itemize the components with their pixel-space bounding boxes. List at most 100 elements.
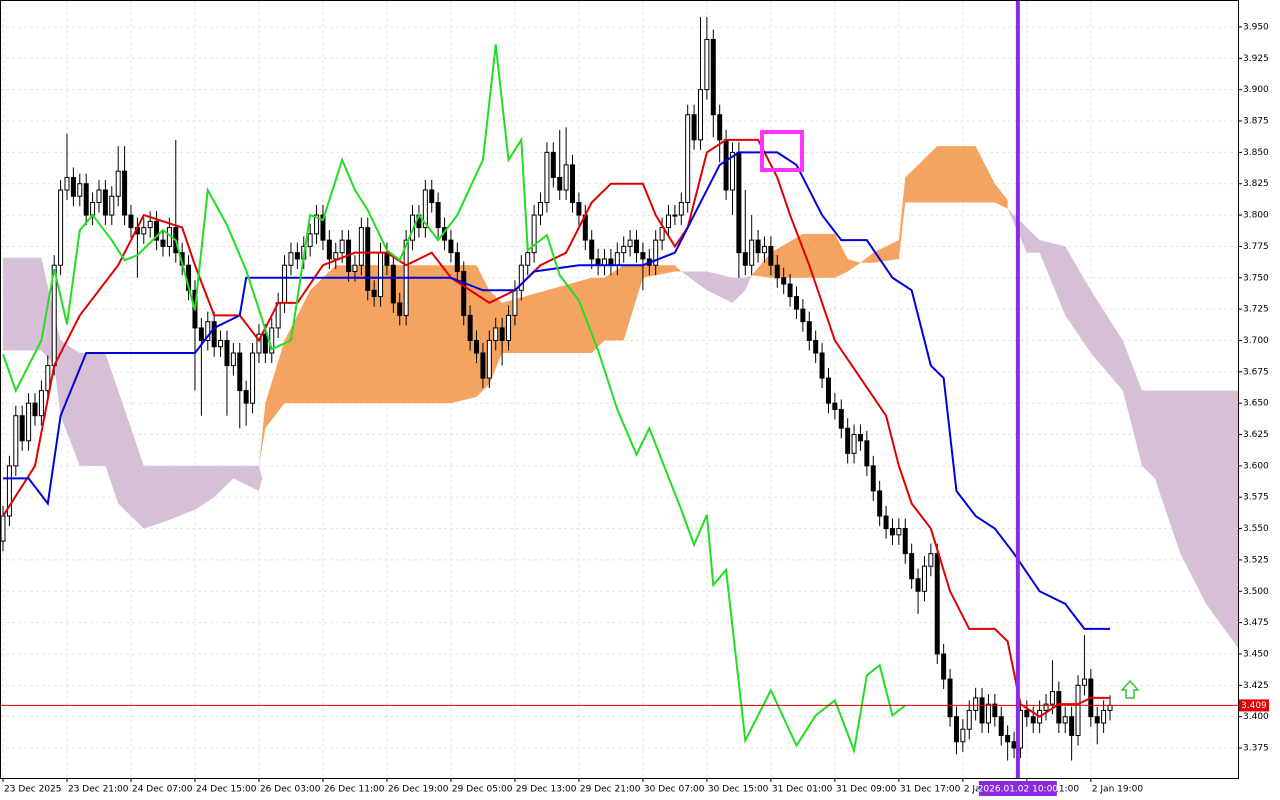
- candle-body: [704, 39, 710, 91]
- candle-body: [729, 151, 735, 191]
- candle-body: [883, 515, 889, 530]
- x-tick-label: 2 Jan 19:00: [1092, 785, 1144, 795]
- candle-body: [921, 565, 927, 592]
- candle-body: [371, 289, 377, 298]
- candle-body: [941, 653, 947, 680]
- candle-body: [953, 716, 959, 743]
- indicator-line: [2, 138, 1111, 718]
- candle-body: [851, 434, 857, 454]
- x-tick-label: 29 Dec 21:00: [580, 785, 641, 795]
- candle-body: [589, 239, 595, 260]
- candle-body: [38, 390, 44, 417]
- candle-body: [1107, 704, 1113, 711]
- y-tick-label: 3.600: [1243, 461, 1269, 471]
- candle-body: [358, 227, 364, 266]
- candle-body: [0, 515, 6, 542]
- candle-body: [717, 114, 723, 141]
- candle-body: [26, 402, 32, 442]
- candle-body: [314, 214, 320, 235]
- y-tick-label: 3.800: [1243, 211, 1269, 221]
- candle-body: [282, 264, 288, 304]
- candle-body: [115, 170, 121, 197]
- candle-body: [141, 227, 147, 235]
- candle-body: [781, 277, 787, 285]
- candle-body: [659, 227, 665, 241]
- candle-body: [320, 214, 326, 241]
- y-tick-label: 3.450: [1243, 649, 1269, 659]
- candle-body: [614, 252, 620, 266]
- highlight-box: [760, 130, 804, 172]
- cloud: [3, 257, 263, 529]
- candle-body: [1043, 703, 1049, 711]
- candle-body: [1005, 734, 1011, 743]
- candle-body: [889, 528, 895, 536]
- candle-body: [806, 321, 812, 341]
- candle-body: [966, 709, 972, 730]
- candle-body: [525, 252, 531, 266]
- candle-body: [378, 252, 384, 298]
- candle-body: [198, 327, 204, 341]
- candle-body: [352, 264, 358, 272]
- candle-body: [102, 189, 108, 216]
- candle-body: [736, 151, 742, 254]
- candle-body: [640, 252, 646, 260]
- candle-body: [915, 578, 921, 592]
- candle-body: [570, 164, 576, 204]
- candle-body: [70, 176, 76, 197]
- candle-body: [985, 703, 991, 724]
- y-tick-label: 3.925: [1243, 54, 1269, 64]
- candle-body: [544, 151, 550, 204]
- candle-body: [697, 89, 703, 141]
- candle-body: [339, 239, 345, 254]
- candle-body: [288, 252, 294, 266]
- candle-body: [550, 151, 556, 178]
- candle-body: [1094, 716, 1100, 724]
- candle-body: [857, 434, 863, 442]
- x-tick-label: 24 Dec 15:00: [196, 785, 257, 795]
- candle-body: [243, 390, 249, 404]
- candle-body: [557, 176, 563, 191]
- candle-body: [973, 697, 979, 711]
- y-tick-label: 3.725: [1243, 305, 1269, 315]
- candle-body: [1069, 716, 1075, 736]
- candle-body: [992, 703, 998, 718]
- x-tick-label: 26 Dec 03:00: [260, 785, 321, 795]
- candle-body: [211, 321, 217, 348]
- candle-body: [531, 214, 537, 254]
- candle-body: [819, 352, 825, 379]
- candle-body: [160, 239, 166, 247]
- candle-body: [691, 114, 697, 141]
- indicator-line: [2, 44, 906, 755]
- x-tick-label: 29 Dec 13:00: [516, 785, 577, 795]
- candle-body: [64, 176, 70, 191]
- price-label-box: [1239, 699, 1269, 712]
- candle-body: [19, 415, 25, 442]
- candle-body: [563, 164, 569, 191]
- candle-body: [761, 245, 767, 254]
- candle-body: [390, 264, 396, 304]
- candle-body: [934, 553, 940, 655]
- candle-body: [1062, 716, 1068, 724]
- candle-body: [1049, 691, 1055, 705]
- cloud: [681, 271, 752, 303]
- signal-arrow: [1120, 679, 1140, 699]
- candle-body: [576, 202, 582, 216]
- y-tick-label: 3.475: [1243, 618, 1269, 628]
- plot-frame: [0, 0, 1239, 779]
- candle-body: [960, 728, 966, 743]
- vertical-marker-label: 2026.01.02 10:00: [978, 785, 1059, 795]
- candle-body: [109, 195, 115, 216]
- x-tick-label: 31 Dec 17:00: [900, 785, 961, 795]
- x-tick-label: 30 Dec 07:00: [644, 785, 705, 795]
- candle-body: [928, 553, 934, 567]
- candle-body: [742, 252, 748, 266]
- candle-body: [627, 239, 633, 247]
- candle-body: [755, 239, 761, 254]
- x-tick-label: 23 Dec 21:00: [68, 785, 129, 795]
- candle-body: [154, 220, 160, 241]
- candle-body: [128, 214, 134, 229]
- y-tick-label: 3.500: [1243, 587, 1269, 597]
